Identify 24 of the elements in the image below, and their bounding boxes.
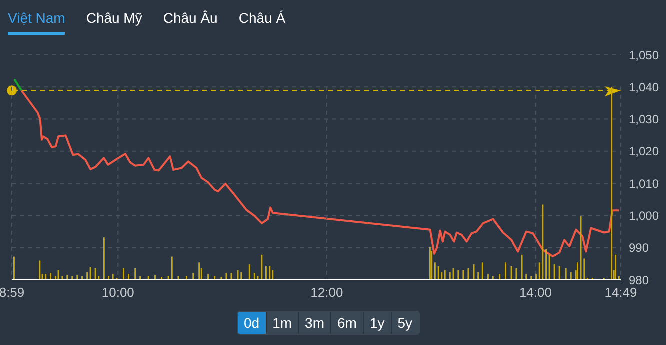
text: Châu Âu [163, 10, 218, 28]
y-tick-label: 1,050 [629, 48, 660, 62]
text: Châu Á [238, 10, 286, 28]
text: 1m [266, 312, 298, 334]
y-tick-label: 1,000 [629, 208, 660, 223]
text: 0d [238, 312, 266, 334]
text: 1y [362, 312, 391, 334]
text: 6m [330, 312, 363, 334]
x-tick-label: 14:49 [604, 285, 638, 300]
y-tick-label: 980 [629, 273, 650, 288]
y-tick-label: 990 [629, 241, 650, 256]
text: Việt Nam [8, 10, 66, 35]
y-tick-label: 1,020 [629, 144, 660, 159]
y-tick-label: 1,030 [629, 112, 660, 127]
text: 5y [390, 312, 419, 334]
x-tick-label: 12:00 [310, 285, 344, 300]
text: 3m [298, 312, 330, 334]
text: Châu Mỹ [86, 10, 142, 28]
y-tick-label: 1,040 [629, 80, 660, 94]
x-tick-label: 14:00 [519, 285, 552, 300]
line-series [20, 90, 620, 258]
x-tick-label: 10:00 [102, 285, 134, 300]
x-tick-label: 8:59 [0, 285, 25, 300]
y-tick-label: 1,010 [629, 176, 660, 191]
